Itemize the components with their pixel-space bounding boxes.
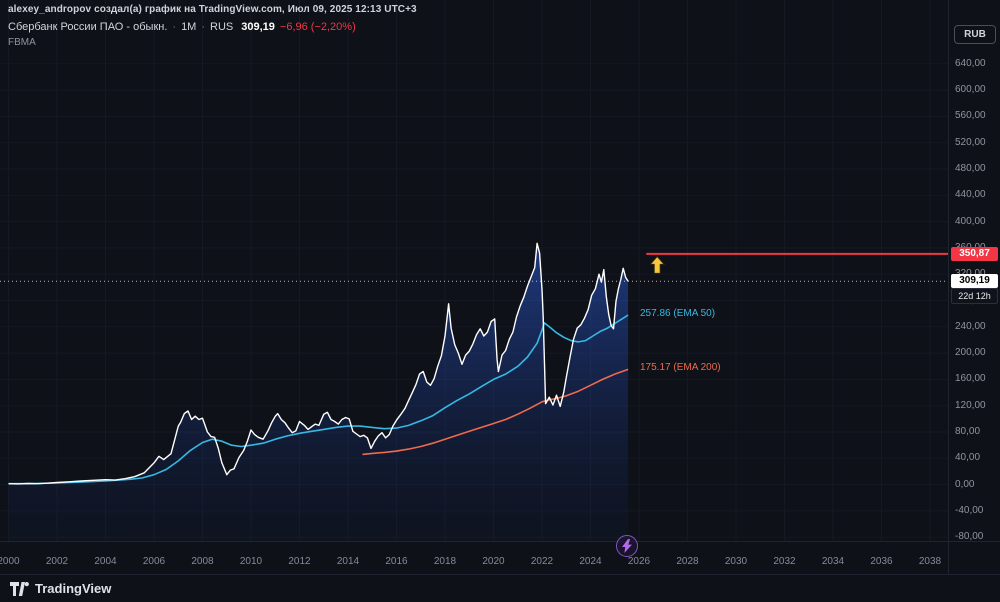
time-tick-label: 2020: [482, 556, 505, 567]
symbol-title[interactable]: Сбербанк России ПАО - обыкн.: [8, 21, 168, 33]
price-tick-label: 480,00: [955, 163, 986, 174]
price-tick-label: 440,00: [955, 189, 986, 201]
price-tick-label: 240,00: [955, 320, 986, 332]
alert-price-label[interactable]: 350,87: [951, 246, 998, 261]
time-tick-label: 2038: [918, 556, 942, 567]
time-tick-label: 2022: [530, 556, 554, 567]
price-tick-label: 120,00: [955, 399, 986, 411]
time-tick-label: 2006: [142, 556, 166, 567]
currency-toggle-button[interactable]: RUB: [954, 25, 996, 44]
symbol-last-price: 309,19: [241, 21, 275, 33]
price-tick-label: 560,00: [955, 110, 986, 122]
ema200-line: [362, 368, 629, 456]
tradingview-icon: [10, 581, 29, 596]
symbol-change: −6,96 (−2,20%): [279, 21, 356, 33]
symbol-info[interactable]: Сбербанк России ПАО - обыкн. · 1M · RUS …: [8, 21, 356, 33]
tradingview-logo[interactable]: TradingView: [10, 581, 111, 596]
flash-reaction-icon[interactable]: [616, 535, 638, 557]
brand-name: TradingView: [35, 581, 112, 596]
price-area-fill: [8, 243, 629, 541]
time-tick-label: 2018: [433, 556, 457, 567]
time-tick-label: 2014: [336, 556, 360, 567]
ema50-line: [8, 314, 629, 485]
time-tick-label: 2010: [239, 556, 263, 567]
separator-dot: ·: [172, 21, 177, 33]
indicator-fbma-label[interactable]: FBMA: [8, 37, 36, 48]
price-tick-label: 80,00: [955, 426, 981, 437]
time-tick-label: 2016: [385, 556, 408, 567]
price-tick-label: 400,00: [955, 215, 986, 227]
price-tick-label: 40,00: [955, 452, 981, 464]
time-tick-label: 2032: [773, 556, 796, 567]
lightning-bolt-icon: [622, 539, 632, 553]
price-tick-label: 0,00: [955, 478, 975, 490]
price-tick-label: -80,00: [955, 531, 984, 543]
time-tick-label: 2012: [288, 556, 311, 567]
time-tick-label: 2034: [821, 556, 845, 567]
price-tick-label: -40,00: [955, 504, 984, 516]
time-tick-label: 2002: [45, 556, 69, 567]
symbol-interval[interactable]: 1M: [181, 21, 197, 33]
time-tick-label: 2026: [627, 556, 651, 567]
price-tick-label: 320,00: [955, 268, 986, 279]
price-line: [8, 242, 629, 485]
time-tick-label: 2008: [191, 556, 214, 567]
footer-bar: TradingView: [0, 574, 1000, 602]
time-tick-label: 2030: [724, 556, 748, 567]
time-tick-label: 2000: [0, 556, 20, 567]
price-tick-label: 520,00: [955, 136, 986, 148]
price-tick-label: 200,00: [955, 347, 986, 359]
time-scale[interactable]: 2000 2002 2004 2006 2008 2010 2012 2014 2016 2018…: [0, 541, 1000, 574]
countdown-label: 22d 12h: [951, 288, 998, 305]
time-tick-label: 2028: [676, 556, 699, 567]
price-tick-label: 640,00: [955, 57, 986, 69]
price-tick-label: 160,00: [955, 373, 986, 385]
price-tick-label: 600,00: [955, 84, 986, 96]
time-tick-label: 2036: [870, 556, 893, 567]
time-tick-label: 2004: [94, 556, 117, 567]
price-scale[interactable]: RUB 640,00 600,00 560,00 520,00 480,00 440,00…: [948, 0, 1000, 574]
time-tick-label: 2024: [579, 556, 602, 567]
price-chart[interactable]: [0, 0, 948, 541]
current-price-label: 309,19: [951, 274, 998, 289]
separator-dot: ·: [201, 21, 206, 33]
arrow-up-marker: [649, 255, 666, 274]
symbol-exchange: RUS: [210, 21, 234, 33]
attribution-text: alexey_andropov создал(а) график на Trad…: [8, 4, 417, 15]
